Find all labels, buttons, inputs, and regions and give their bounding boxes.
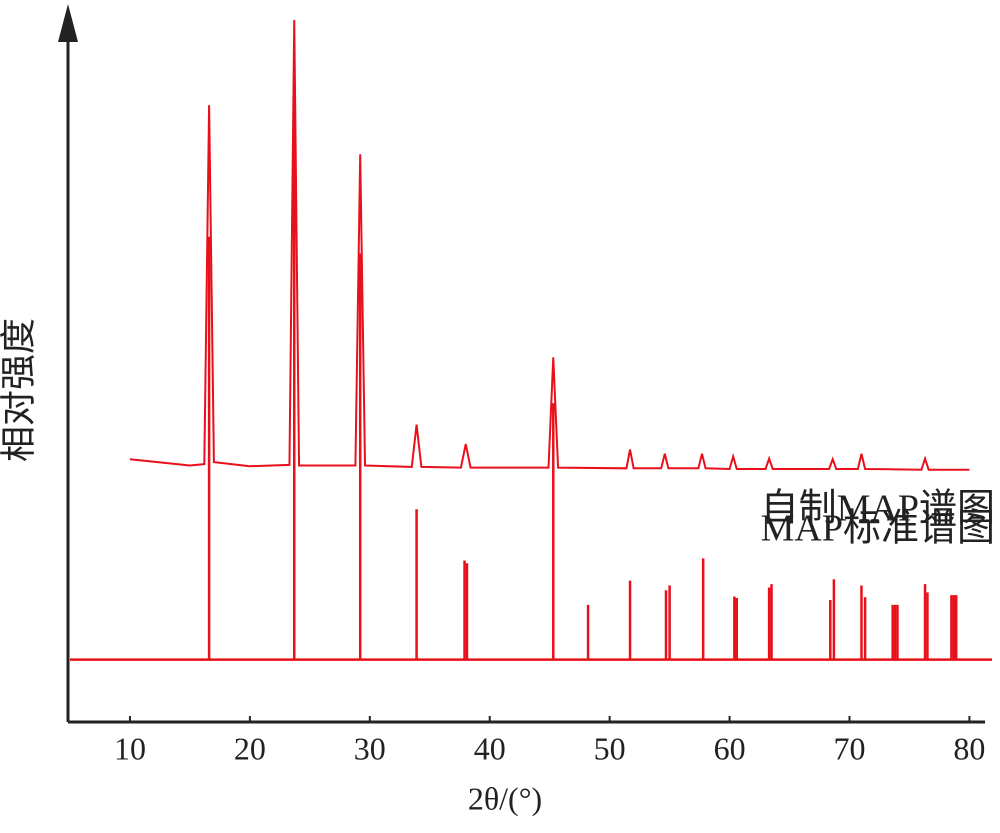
- x-tick-label: 50: [594, 730, 626, 766]
- x-tick-label: 60: [714, 730, 746, 766]
- series-label: 自制MAP谱图: [761, 487, 995, 529]
- y-axis-label: 相对强度: [0, 318, 38, 462]
- series-label: MAP标准谱图: [761, 508, 995, 550]
- pattern-line: [129, 19, 970, 471]
- x-tick-label: 20: [234, 730, 266, 766]
- x-axis-label: 2θ/(°): [468, 780, 542, 816]
- x-tick-label: 40: [474, 730, 506, 766]
- x-tick-label: 10: [114, 730, 146, 766]
- y-axis-arrow: [58, 4, 78, 42]
- x-tick-label: 80: [953, 730, 985, 766]
- x-tick-label: 70: [833, 730, 865, 766]
- x-tick-label: 30: [354, 730, 386, 766]
